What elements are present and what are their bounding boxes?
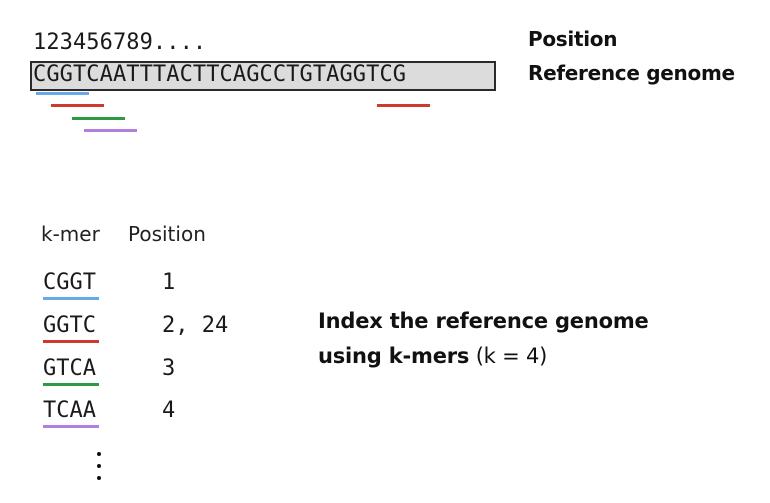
index-caption-line2: using k-mers (k = 4) [318, 339, 649, 374]
kmer-row-2-underline [43, 340, 99, 343]
kmer-underline-tcaa [84, 129, 137, 132]
kmer-column-header: k-mer [41, 222, 100, 246]
kmer-row-4-kmer: TCAA [43, 398, 96, 423]
kmer-row-4-position: 4 [162, 398, 176, 423]
position-numbers: 123456789.... [33, 30, 207, 55]
kmer-row-1-kmer: CGGT [43, 270, 96, 295]
position-column-header: Position [128, 222, 206, 246]
reference-genome-label: Reference genome [528, 61, 735, 85]
kmer-underline-cggt [36, 92, 89, 95]
kmer-row-3-position: 3 [162, 356, 176, 381]
reference-genome-sequence: CGGTCAATTTACTTCAGCCTGTAGGTCG [33, 62, 407, 87]
index-caption-kmers: using k-mers [318, 344, 470, 368]
index-caption: Index the reference genome using k-mers … [318, 304, 649, 374]
reference-genome-box [30, 61, 496, 91]
kmer-row-2-position: 2, 24 [162, 313, 229, 338]
kmer-row-3-kmer: GTCA [43, 356, 96, 381]
kmer-row-4-underline [43, 425, 99, 428]
kmer-row-2-kmer: GGTC [43, 313, 96, 338]
kmer-row-1-underline [43, 297, 99, 300]
vertical-ellipsis-icon [92, 448, 106, 484]
index-caption-line1: Index the reference genome [318, 309, 649, 333]
kmer-row-1-position: 1 [162, 270, 176, 295]
kmer-row-3-underline [43, 383, 99, 386]
kmer-underline-gtca [72, 117, 125, 120]
kmer-underline-ggtc [51, 104, 104, 107]
position-label: Position [528, 27, 618, 51]
index-caption-k-value: (k = 4) [469, 344, 548, 368]
kmer-underline-ggtc-24 [377, 104, 430, 107]
